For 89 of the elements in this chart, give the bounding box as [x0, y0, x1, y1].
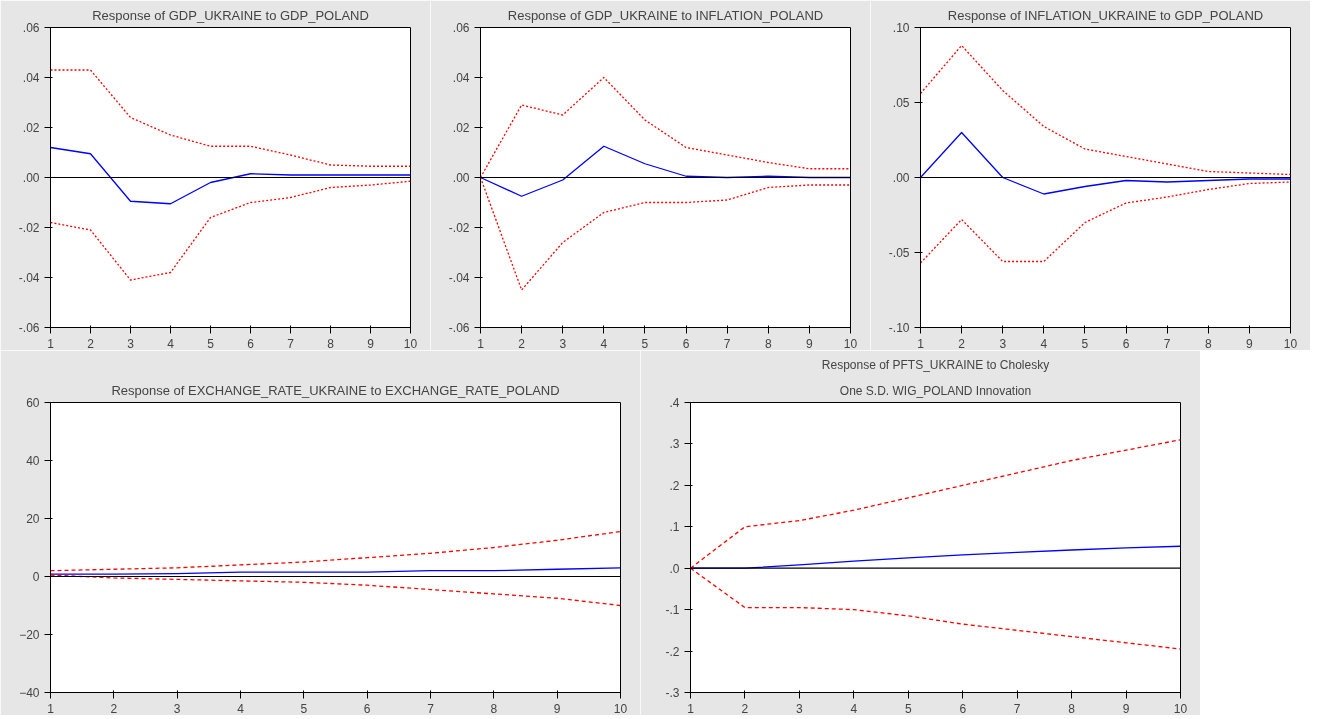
x-tick-label: 5 [1081, 336, 1089, 351]
y-tick-label: -.02 [18, 221, 40, 235]
x-tick-label: 7 [1163, 336, 1171, 351]
chart-title: Response of GDP_UKRAINE to GDP_POLAND [92, 7, 369, 23]
chart-title: Response of GDP_UKRAINE to INFLATION_POLAND [507, 7, 824, 23]
y-tick-label: −40 [19, 686, 40, 700]
x-tick-label: 9 [806, 336, 814, 351]
y-tick-label: .02 [22, 121, 40, 135]
x-tick-label: 10 [613, 701, 628, 716]
chart-title: Response of INFLATION_UKRAINE to GDP_POLAND [947, 7, 1264, 23]
y-tick-label: .2 [669, 478, 680, 493]
x-tick-label: 3 [559, 336, 567, 351]
y-tick-label: 0 [32, 570, 40, 584]
y-tick-label: .05 [892, 96, 910, 110]
x-tick-label: 8 [490, 701, 498, 716]
y-tick-label: .00 [22, 171, 40, 185]
x-tick-label: 9 [1246, 336, 1254, 351]
y-tick-label: .0 [669, 561, 680, 576]
x-tick-label: 7 [723, 336, 731, 351]
x-tick-label: 8 [764, 336, 772, 351]
x-tick-label: 1 [477, 336, 485, 351]
y-tick-label: .3 [669, 437, 680, 452]
x-tick-label: 5 [641, 336, 649, 351]
x-tick-label: 3 [127, 336, 135, 351]
y-tick-label: -.2 [665, 644, 680, 659]
y-tick-label: .00 [452, 171, 470, 185]
x-tick-label: 5 [300, 701, 308, 716]
y-tick-label: 40 [26, 454, 40, 468]
x-tick-label: 10 [1173, 701, 1188, 716]
x-tick-label: 9 [1122, 701, 1130, 716]
y-tick-label: -.02 [448, 221, 470, 235]
y-tick-label: .04 [22, 71, 40, 85]
x-tick-label: 2 [87, 336, 95, 351]
x-tick-label: 6 [247, 336, 255, 351]
x-tick-label: 7 [1013, 701, 1021, 716]
x-tick-label: 5 [207, 336, 215, 351]
y-tick-label: .04 [452, 71, 470, 85]
x-tick-label: 2 [518, 336, 526, 351]
x-tick-label: 10 [403, 336, 418, 351]
y-tick-label: 60 [26, 396, 40, 410]
x-tick-label: 4 [237, 701, 245, 716]
y-tick-label: .06 [22, 21, 40, 35]
x-tick-label: 4 [850, 701, 858, 716]
x-tick-label: 1 [47, 336, 55, 351]
x-tick-label: 6 [682, 336, 690, 351]
x-tick-label: 3 [173, 701, 181, 716]
x-tick-label: 8 [327, 336, 335, 351]
x-tick-label: 7 [427, 701, 435, 716]
x-tick-label: 8 [1204, 336, 1212, 351]
x-tick-label: 4 [167, 336, 175, 351]
y-tick-label: -.04 [448, 271, 470, 285]
x-tick-label: 3 [999, 336, 1007, 351]
y-tick-label: 20 [26, 512, 40, 526]
x-tick-label: 2 [958, 336, 966, 351]
y-tick-label: -.06 [448, 321, 470, 335]
chart-subtitle: One S.D. WIG_POLAND Innovation [839, 383, 1032, 398]
chart-title: Response of PFTS_UKRAINE to Cholesky [821, 357, 1050, 372]
y-tick-label: -.1 [665, 603, 680, 618]
x-tick-label: 8 [1068, 701, 1076, 716]
y-tick-label: -.04 [18, 271, 40, 285]
x-tick-label: 9 [367, 336, 375, 351]
x-tick-label: 5 [904, 701, 912, 716]
x-tick-label: 4 [600, 336, 608, 351]
y-tick-label: −20 [19, 628, 40, 642]
x-tick-label: 6 [1122, 336, 1130, 351]
x-tick-label: 10 [1283, 336, 1298, 351]
y-tick-label: .00 [892, 171, 910, 185]
y-tick-label: -.10 [888, 321, 910, 335]
y-tick-label: -.05 [888, 246, 910, 260]
x-tick-label: 9 [553, 701, 561, 716]
chart-title: Response of EXCHANGE_RATE_UKRAINE to EXCHANGE_RATE_POLAND [111, 382, 560, 398]
y-tick-label: .10 [892, 21, 910, 35]
y-tick-label: .02 [452, 121, 470, 135]
x-tick-label: 1 [687, 701, 695, 716]
y-tick-label: .1 [669, 520, 680, 535]
x-tick-label: 2 [110, 701, 118, 716]
x-tick-label: 4 [1040, 336, 1048, 351]
x-tick-label: 1 [917, 336, 925, 351]
x-tick-label: 6 [959, 701, 967, 716]
x-tick-label: 1 [47, 701, 55, 716]
y-tick-label: -.06 [18, 321, 40, 335]
x-tick-label: 2 [741, 701, 749, 716]
y-tick-label: .06 [452, 21, 470, 35]
x-tick-label: 3 [796, 701, 804, 716]
x-tick-label: 6 [363, 701, 371, 716]
y-tick-label: -.3 [665, 686, 680, 700]
x-tick-label: 7 [287, 336, 295, 351]
x-tick-label: 10 [843, 336, 858, 351]
y-tick-label: .4 [669, 396, 680, 410]
